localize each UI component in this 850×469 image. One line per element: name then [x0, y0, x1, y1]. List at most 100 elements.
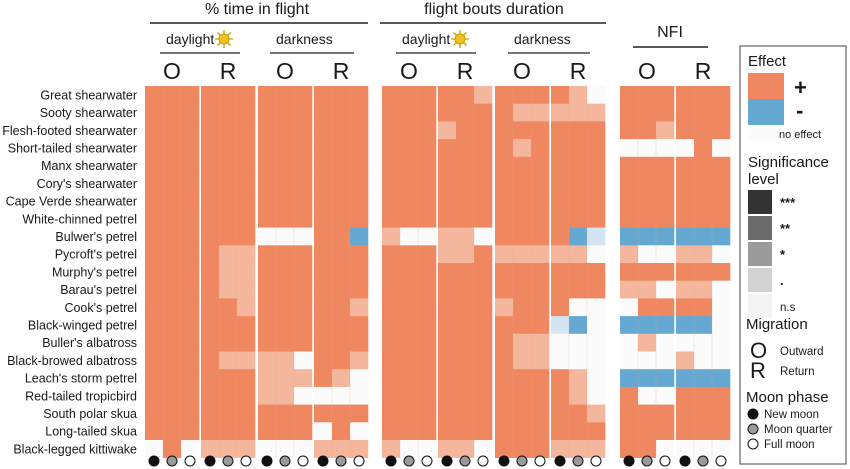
heatmap-cell [438, 227, 457, 246]
heatmap-cell [163, 139, 182, 158]
heatmap-cell [314, 386, 333, 405]
heatmap-cell [620, 280, 639, 299]
heatmap-cell [163, 227, 182, 246]
heatmap-cell [474, 139, 493, 158]
heatmap-cell [474, 333, 493, 352]
moon-phase-marker [204, 455, 216, 467]
heatmap-cell [495, 333, 514, 352]
heatmap-cell [145, 440, 164, 458]
heatmap-cell [382, 245, 401, 264]
species-label: Cape Verde shearwater [6, 195, 137, 209]
heatmap-cell [456, 316, 475, 335]
heatmap-cell [620, 422, 639, 441]
heatmap-cell [163, 298, 182, 317]
heatmap-cell [382, 156, 401, 175]
heatmap-cell [294, 103, 313, 122]
heatmap-cell [382, 280, 401, 299]
heatmap-cell [163, 192, 182, 211]
heatmap-cell [513, 174, 532, 193]
heatmap-cell [332, 263, 351, 281]
heatmap-cell [551, 156, 570, 175]
heatmap-cell [276, 298, 295, 317]
heatmap-cell [676, 174, 695, 193]
legend-plus-label: + [794, 75, 807, 100]
heatmap-cell [145, 139, 164, 158]
heatmap-cell [382, 174, 401, 193]
heatmap-cell [350, 245, 369, 264]
moon-phase-marker [623, 455, 635, 467]
heatmap-cell [495, 86, 514, 104]
heatmap-cell [332, 86, 351, 104]
heatmap-cell [201, 174, 220, 193]
heatmap-cell [495, 245, 514, 264]
heatmap-cell [712, 103, 731, 122]
heatmap-cell [474, 298, 493, 317]
heatmap-cell [438, 174, 457, 193]
heatmap-cell [712, 316, 731, 335]
heatmap-cell [201, 139, 220, 158]
heatmap-cell [201, 245, 220, 264]
legend-full-moon-label: Full moon [764, 439, 815, 451]
heatmap-cell [676, 369, 695, 388]
heatmap-cell [181, 86, 200, 104]
heatmap-cell [145, 333, 164, 352]
species-label: Black-browed albatross [7, 354, 137, 368]
heatmap-cell [694, 333, 713, 352]
heatmap-cell [438, 298, 457, 317]
heatmap-cell [145, 227, 164, 246]
heatmap-cell [569, 86, 588, 104]
heatmap-cell [237, 440, 256, 458]
heatmap-cell [145, 121, 164, 140]
heatmap-cell [587, 404, 606, 423]
species-label: Red-tailed tropicbird [25, 389, 137, 403]
heatmap-cell [531, 139, 550, 158]
heatmap-cell [163, 440, 182, 458]
heatmap-cell [587, 351, 606, 370]
heatmap-cell [587, 86, 606, 104]
heatmap-cell [531, 209, 550, 228]
moon-phase-marker [421, 455, 433, 467]
heatmap-cell [620, 227, 639, 246]
heatmap-cell [219, 156, 238, 175]
heatmap-cell [219, 440, 238, 458]
heatmap-cells [145, 86, 731, 458]
heatmap-cell [694, 351, 713, 370]
moon-phase-marker [148, 455, 160, 467]
heatmap-cell [569, 369, 588, 388]
heatmap-cell [513, 404, 532, 423]
heatmap-cell [513, 86, 532, 104]
heatmap-cell [237, 263, 256, 281]
heatmap-cell [712, 174, 731, 193]
heatmap-cell [332, 351, 351, 370]
moon-phase-marker [240, 455, 252, 467]
heatmap-cell [145, 192, 164, 211]
heatmap-cell [145, 174, 164, 193]
legend-full-moon-icon [747, 438, 759, 450]
heatmap-cell [438, 263, 457, 281]
heatmap-cell [620, 209, 639, 228]
heatmap-cell [219, 174, 238, 193]
legend-return-letter: R [750, 358, 766, 383]
heatmap-cell [676, 209, 695, 228]
heatmap-cell [276, 121, 295, 140]
heatmap-cell [438, 192, 457, 211]
significance-swatch [748, 190, 772, 214]
heatmap-cell [638, 139, 657, 158]
heatmap-cell [587, 369, 606, 388]
heatmap-cell [587, 333, 606, 352]
heatmap-cell [400, 404, 419, 423]
heatmap-cell [145, 209, 164, 228]
heatmap-cell [201, 192, 220, 211]
heatmap-cell [694, 245, 713, 264]
heatmap-cell [258, 404, 277, 423]
heatmap-cell [438, 369, 457, 388]
heatmap-cell [258, 192, 277, 211]
heatmap-cell [495, 369, 514, 388]
heatmap-cell [569, 245, 588, 264]
heatmap-cell [201, 263, 220, 281]
heatmap-cell [638, 298, 657, 317]
heatmap-cell [163, 103, 182, 122]
heatmap-cell [400, 351, 419, 370]
heatmap-cell [551, 280, 570, 299]
legend: Effect + - no effect Significance level … [739, 45, 847, 465]
